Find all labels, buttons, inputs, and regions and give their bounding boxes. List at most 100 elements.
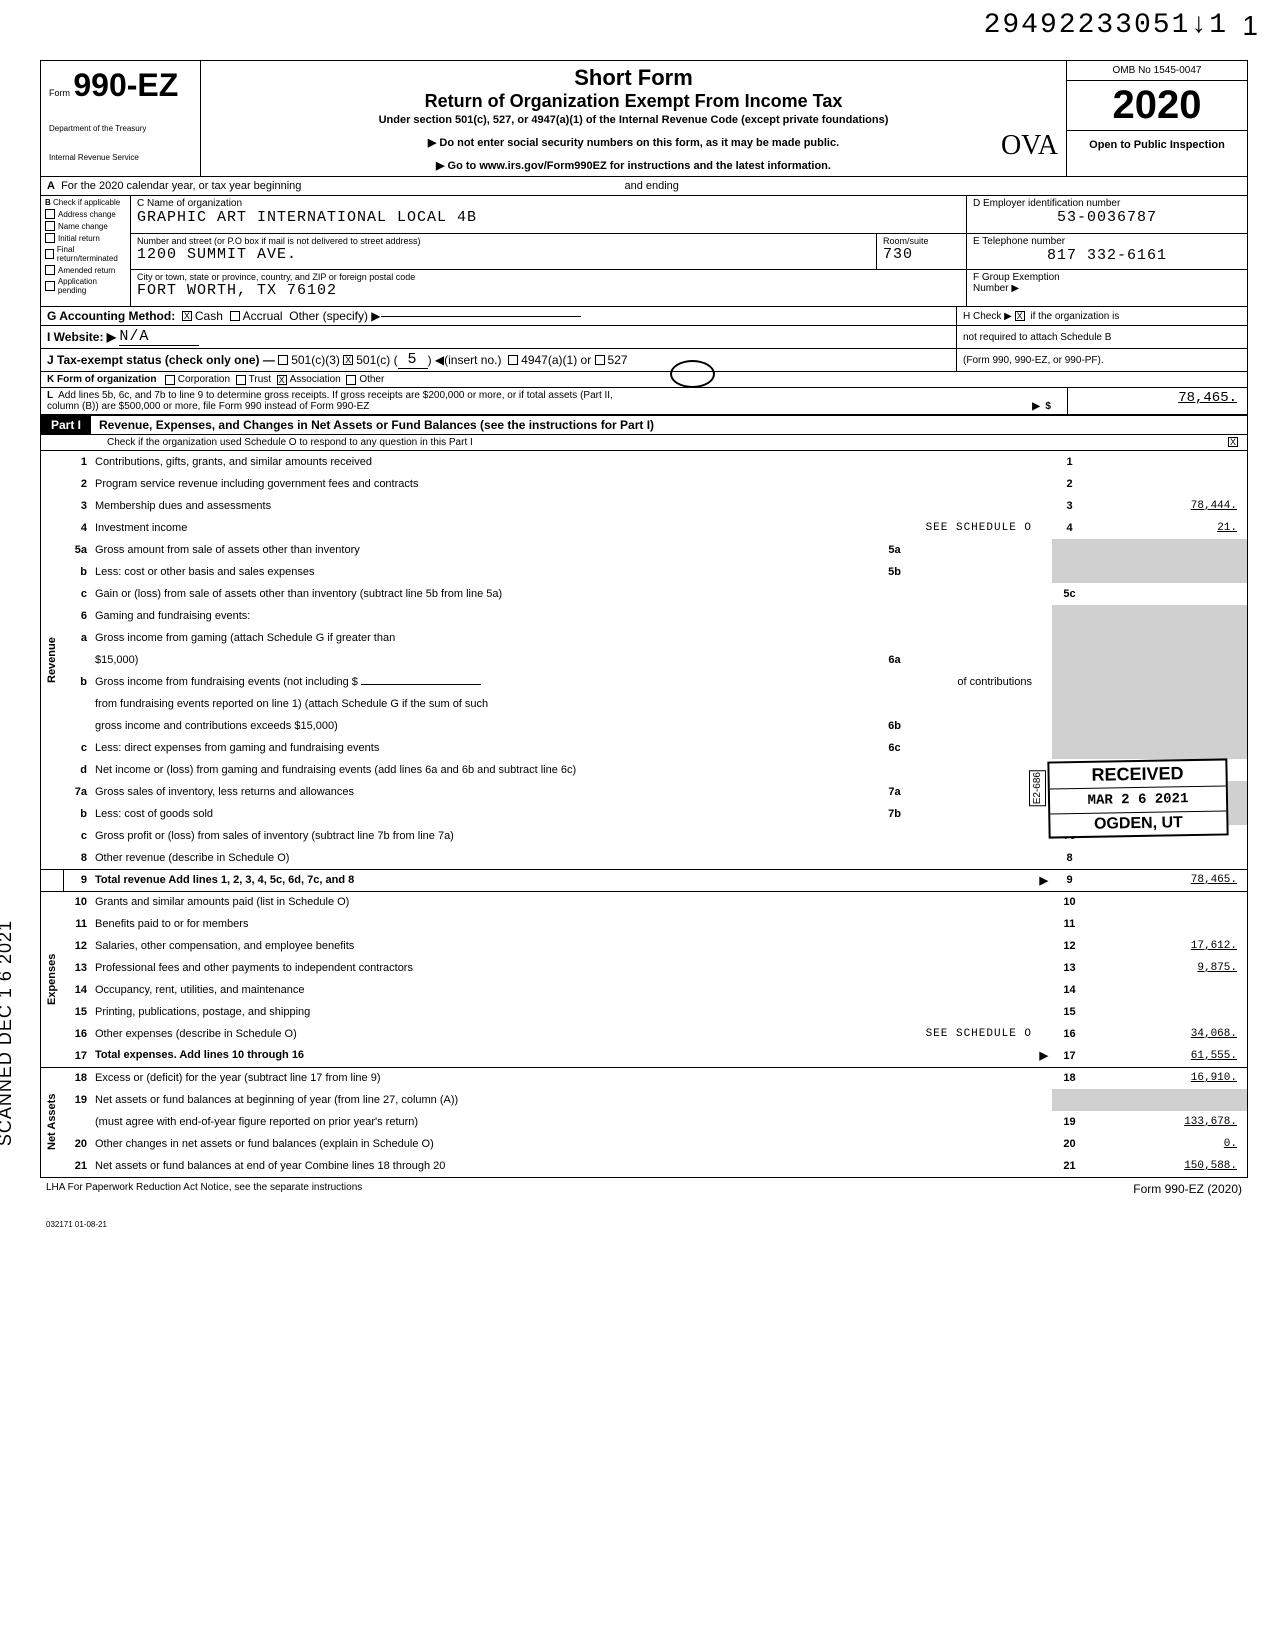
cb-name-change[interactable]: [45, 221, 55, 231]
cb-amended-return[interactable]: [45, 265, 55, 275]
line-val: [1087, 913, 1247, 935]
shaded-cell: [1087, 561, 1247, 583]
opt-trust: Trust: [249, 374, 271, 385]
cb-accrual[interactable]: [230, 311, 240, 321]
cb-corporation[interactable]: [165, 375, 175, 385]
line-num: 14: [63, 979, 91, 1001]
cb-final-return[interactable]: [45, 249, 54, 259]
website-value: N/A: [119, 328, 199, 346]
opt-cash: Cash: [195, 309, 223, 323]
table-row: cGain or (loss) from sale of assets othe…: [41, 583, 1247, 605]
shaded-cell: [1052, 671, 1087, 693]
line-num: 15: [63, 1001, 91, 1023]
gross-receipts-amount: 78,465.: [1067, 388, 1247, 414]
row-l: L Add lines 5b, 6c, and 7b to line 9 to …: [41, 388, 1247, 416]
line-num: 12: [63, 935, 91, 957]
cb-other-org[interactable]: [346, 375, 356, 385]
line-desc: Professional fees and other payments to …: [91, 957, 1052, 979]
contrib-blank[interactable]: [361, 684, 481, 685]
mid-num: 7a: [877, 781, 912, 803]
line-desc: Program service revenue including govern…: [91, 473, 1052, 495]
table-row: $15,000)6a: [41, 649, 1247, 671]
opt-4947: 4947(a)(1) or: [521, 353, 591, 367]
opt-corporation: Corporation: [178, 374, 230, 385]
line-rnum: 14: [1052, 979, 1087, 1001]
line-desc: Gross income from fundraising events (no…: [91, 671, 877, 693]
line-num: [63, 649, 91, 671]
table-row: from fundraising events reported on line…: [41, 693, 1247, 715]
row-h-line3: (Form 990, 990-EZ, or 990-PF).: [957, 349, 1247, 371]
line-rnum: 17: [1052, 1045, 1087, 1067]
cb-initial-return[interactable]: [45, 233, 55, 243]
row-a-text: For the 2020 calendar year, or tax year …: [61, 180, 301, 192]
cb-association[interactable]: X: [277, 375, 287, 385]
line-num: [63, 693, 91, 715]
footer: LHA For Paperwork Reduction Act Notice, …: [40, 1178, 1248, 1200]
cb-501c3[interactable]: [278, 355, 288, 365]
cb-application-pending[interactable]: [45, 281, 55, 291]
handwritten-initials: OVA: [1001, 130, 1058, 162]
line-num: [63, 1111, 91, 1133]
f-label: F Group Exemption: [973, 272, 1241, 283]
table-row: 14Occupancy, rent, utilities, and mainte…: [41, 979, 1247, 1001]
form-id-box: Form 990-EZ Department of the Treasury I…: [41, 61, 201, 176]
row-h-suffix: if the organization is: [1030, 311, 1119, 322]
section-note: Under section 501(c), 527, or 4947(a)(1)…: [207, 114, 1060, 126]
opt-other-org: Other: [359, 374, 384, 385]
line-desc: Less: cost or other basis and sales expe…: [91, 561, 877, 583]
stamp-received-loc: OGDEN, UT: [1050, 811, 1226, 836]
line-num: c: [63, 825, 91, 847]
title-main: Return of Organization Exempt From Incom…: [207, 91, 1060, 112]
cb-501c[interactable]: X: [343, 355, 353, 365]
table-row: 6Gaming and fundraising events:: [41, 605, 1247, 627]
other-specify-line[interactable]: [381, 316, 581, 317]
cb-cash[interactable]: X: [182, 311, 192, 321]
dept-irs: Internal Revenue Service: [49, 153, 192, 162]
tax-year: 2020: [1067, 81, 1247, 130]
see-schedule-o: SEE SCHEDULE O: [877, 1023, 1052, 1045]
cb-trust[interactable]: [236, 375, 246, 385]
opt-amended-return: Amended return: [58, 266, 115, 275]
line-rnum: 16: [1052, 1023, 1087, 1045]
line-desc: Contributions, gifts, grants, and simila…: [91, 451, 1052, 473]
opt-address-change: Address change: [58, 210, 116, 219]
arrow-icon: ▶: [1040, 874, 1048, 887]
line-desc: Gain or (loss) from sale of assets other…: [91, 583, 1052, 605]
footer-form: Form 990-EZ (2020): [1133, 1182, 1242, 1196]
line-desc: gross income and contributions exceeds $…: [91, 715, 877, 737]
f-label2: Number ▶: [973, 283, 1241, 294]
line-num: 10: [63, 891, 91, 913]
line-desc: (must agree with end-of-year figure repo…: [91, 1111, 1052, 1133]
cb-527[interactable]: [595, 355, 605, 365]
line-num: 1: [63, 451, 91, 473]
line-rnum: 4: [1052, 517, 1087, 539]
line-val: [1087, 1001, 1247, 1023]
line-rnum: 11: [1052, 913, 1087, 935]
see-schedule-o: SEE SCHEDULE O: [877, 517, 1052, 539]
open-public: Open to Public Inspection: [1067, 130, 1247, 159]
line-rnum: 18: [1052, 1067, 1087, 1089]
line-desc: Gaming and fundraising events:: [91, 605, 1052, 627]
row-a: A For the 2020 calendar year, or tax yea…: [41, 177, 1247, 196]
addr-label: Number and street (or P.O box if mail is…: [137, 236, 870, 246]
cb-schedule-o[interactable]: X: [1228, 437, 1238, 447]
cb-schedule-b[interactable]: X: [1015, 311, 1025, 321]
line-desc: Less: direct expenses from gaming and fu…: [91, 737, 877, 759]
line-desc: Excess or (deficit) for the year (subtra…: [91, 1067, 1052, 1089]
cb-4947[interactable]: [508, 355, 518, 365]
opt-initial-return: Initial return: [58, 234, 100, 243]
line-num: 8: [63, 847, 91, 869]
line-desc: from fundraising events reported on line…: [91, 693, 1052, 715]
shaded-cell: [1087, 649, 1247, 671]
cb-address-change[interactable]: [45, 209, 55, 219]
col-b-label: B: [45, 198, 51, 207]
shaded-cell: [1052, 715, 1087, 737]
line-desc: Gross amount from sale of assets other t…: [91, 539, 877, 561]
opt-501c-suffix: ) ◀(insert no.): [428, 353, 502, 367]
line-num: 18: [63, 1067, 91, 1089]
shaded-cell: [1087, 539, 1247, 561]
line-val: [1087, 473, 1247, 495]
line-desc: Occupancy, rent, utilities, and maintena…: [91, 979, 1052, 1001]
line-desc: Total expenses. Add lines 10 through 16 …: [91, 1045, 1052, 1067]
opt-application-pending: Application pending: [58, 277, 126, 295]
